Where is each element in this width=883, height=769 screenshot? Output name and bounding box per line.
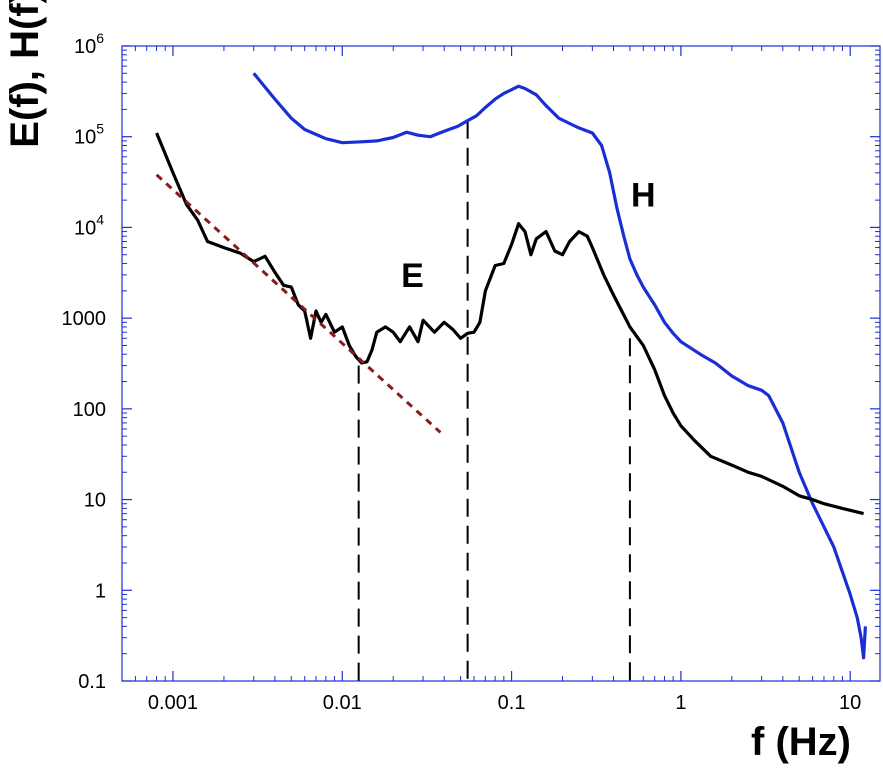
plot-frame <box>121 45 881 682</box>
x-tick-labels: 0.001 0.01 0.1 1 10 <box>148 692 861 714</box>
annotation-label: E <box>401 257 424 295</box>
y-tick-label: 104 <box>74 211 104 239</box>
x-axis-title: f (Hz) <box>751 720 851 764</box>
x-tick-label: 10 <box>839 692 861 714</box>
major-ticks <box>122 45 880 682</box>
x-tick-label: 0.01 <box>323 692 362 714</box>
y-tick-label: 1000 <box>62 308 107 330</box>
series-line-0 <box>252 72 867 660</box>
x-tick-label: 0.1 <box>498 692 526 714</box>
y-axis-title: E(f), H(f) <box>3 0 47 148</box>
x-tick-label: 1 <box>675 692 686 714</box>
y-tick-exponent: 6 <box>96 30 104 46</box>
y-tick-exponent: 5 <box>96 121 104 137</box>
minor-ticks <box>122 46 880 681</box>
y-tick-label: 1 <box>95 580 106 602</box>
y-tick-label: 100 <box>73 399 106 421</box>
x-tick-label: 0.001 <box>148 692 198 714</box>
series-layer <box>155 72 867 660</box>
series-line-1 <box>155 132 864 516</box>
y-tick-label: 106 <box>74 30 104 58</box>
y-tick-base: 10 <box>74 127 96 149</box>
y-tick-base: 10 <box>74 217 96 239</box>
annotations: EH <box>401 177 655 296</box>
y-tick-label: 10 <box>84 490 106 512</box>
y-tick-label: 105 <box>74 121 104 149</box>
annotation-label: H <box>631 177 656 215</box>
y-tick-label: 0.1 <box>78 671 106 693</box>
reference-lines <box>357 120 631 681</box>
y-tick-base: 10 <box>74 36 96 58</box>
y-tick-exponent: 4 <box>96 211 104 227</box>
